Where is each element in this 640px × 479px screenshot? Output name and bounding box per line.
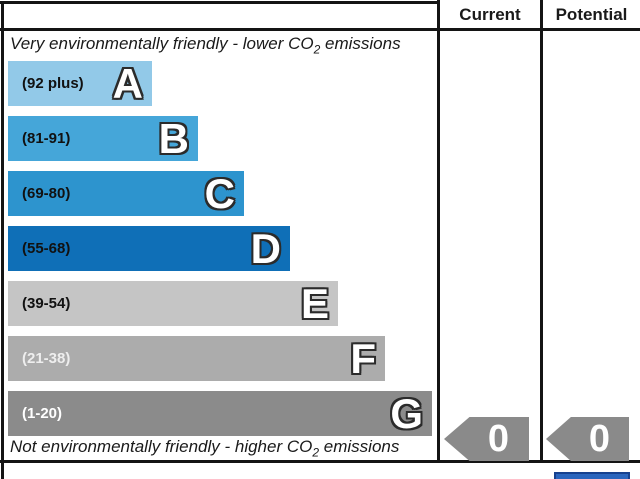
band-range-label: (81-91): [22, 130, 71, 147]
bottom-note-text: Not environmentally friendly - higher CO: [10, 437, 313, 456]
band-letter: A: [112, 60, 143, 107]
eu-flag-box-partial: [554, 472, 630, 479]
rating-band-e: (39-54) E: [8, 281, 338, 326]
rating-band-f: (21-38) F: [8, 336, 385, 381]
top-note: Very environmentally friendly - lower CO…: [10, 34, 401, 57]
current-column-divider: [437, 0, 440, 463]
current-column-header: Current: [459, 5, 521, 24]
potential-rating-value: 0: [588, 417, 611, 460]
top-note-subscript: 2: [313, 42, 321, 57]
current-rating-arrow: 0: [444, 417, 529, 461]
current-rating-value: 0: [487, 417, 510, 460]
potential-rating-arrow: 0: [546, 417, 629, 461]
band-letter: D: [250, 225, 281, 272]
header-divider-line: [0, 28, 640, 31]
rating-band-c: (69-80) C: [8, 171, 244, 216]
table-left-border: [1, 1, 4, 479]
band-letter: B: [158, 115, 189, 162]
band-letter: C: [204, 170, 235, 217]
top-note-text-end: emissions: [320, 34, 401, 53]
rating-band-d: (55-68) D: [8, 226, 290, 271]
band-letter: E: [300, 280, 329, 327]
table-top-border: [0, 1, 440, 4]
band-letter: G: [390, 390, 423, 437]
top-note-text: Very environmentally friendly - lower CO: [10, 34, 314, 53]
bottom-note: Not environmentally friendly - higher CO…: [10, 437, 400, 460]
band-letter: F: [350, 335, 376, 382]
band-range-label: (92 plus): [22, 75, 84, 92]
band-range-label: (55-68): [22, 240, 71, 257]
band-range-label: (69-80): [22, 185, 71, 202]
potential-column-divider: [540, 0, 543, 463]
table-bottom-border: [0, 460, 640, 463]
band-range-label: (21-38): [22, 350, 71, 367]
potential-column-header: Potential: [555, 5, 628, 24]
rating-band-a: (92 plus) A: [8, 61, 152, 106]
rating-band-g: (1-20) G: [8, 391, 432, 436]
band-range-label: (1-20): [22, 405, 63, 422]
rating-band-b: (81-91) B: [8, 116, 198, 161]
band-range-label: (39-54): [22, 295, 71, 312]
bottom-note-subscript: 2: [312, 445, 320, 460]
bottom-note-text-end: emissions: [319, 437, 400, 456]
